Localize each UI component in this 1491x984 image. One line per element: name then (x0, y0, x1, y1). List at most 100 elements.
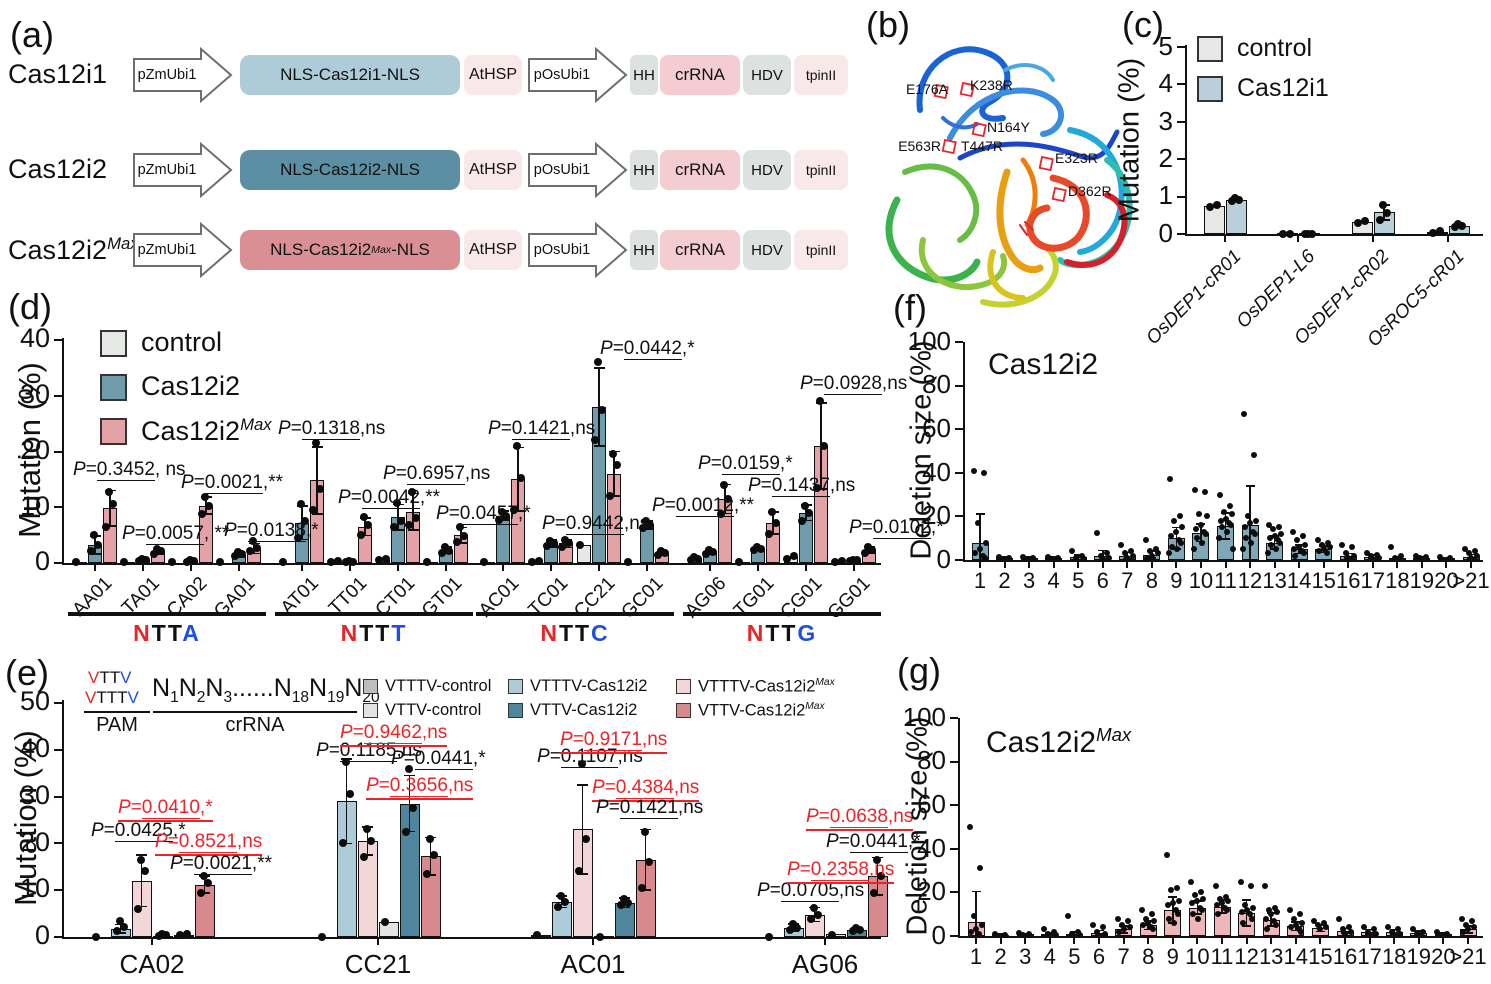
error-cap (872, 894, 883, 896)
data-point (979, 922, 985, 929)
error-cap (996, 933, 1006, 936)
data-point (657, 547, 665, 556)
data-point (1249, 904, 1256, 911)
tpinii-box: tpinII (794, 150, 848, 190)
data-point (1090, 922, 1096, 929)
data-point (861, 548, 869, 557)
data-point (1385, 924, 1392, 931)
tpinii-box: tpinII (794, 230, 848, 270)
data-point (1292, 922, 1299, 929)
data-point (558, 543, 566, 552)
data-point (1103, 550, 1110, 557)
x-tick (1101, 560, 1104, 568)
legend-label: VTTTV-Cas12i2 (530, 677, 648, 695)
x-tick (757, 563, 759, 571)
data-point (1148, 552, 1155, 559)
data-point (1218, 524, 1225, 531)
tpinii-box: tpinII (794, 55, 848, 95)
x-tick-label: 10 (1188, 568, 1214, 593)
data-point (91, 933, 100, 941)
p-value-label: P=0.6957,ns (383, 463, 491, 485)
data-point (279, 558, 287, 567)
data-point (1349, 543, 1356, 550)
y-tick (955, 384, 963, 387)
data-point (1115, 928, 1122, 935)
data-point (1224, 906, 1230, 913)
y-tick (54, 562, 62, 564)
promoter-arrow-shape (133, 141, 233, 199)
data-point (1372, 930, 1379, 937)
crrna-box: crRNA (660, 150, 740, 190)
data-point (613, 461, 621, 470)
data-point (422, 869, 431, 878)
promoter-arrow-shape (133, 221, 233, 279)
x-tick-label: 17 (1357, 944, 1382, 969)
y-tick-label: 40 (922, 456, 951, 487)
data-point (1240, 546, 1247, 553)
data-point (253, 543, 261, 552)
y-tick-label: 0 (1158, 217, 1173, 248)
x-tick-label: 5 (1072, 568, 1085, 593)
data-point (735, 557, 743, 566)
x-tick-label: 4 (1047, 568, 1060, 593)
data-point (709, 547, 717, 556)
x-tick-label: 11 (1214, 568, 1237, 593)
data-point (404, 764, 413, 773)
data-point (809, 903, 818, 912)
promoter-label: pOsUbi1 (533, 67, 591, 83)
x-tick (1003, 560, 1006, 568)
data-point (1343, 550, 1350, 557)
data-point (498, 507, 506, 516)
data-point (705, 546, 713, 555)
x-tick-label: 3 (1022, 568, 1036, 593)
data-point (1416, 554, 1423, 561)
data-point (1201, 489, 1208, 496)
site-label: T447R (961, 138, 1003, 154)
data-point (1195, 915, 1202, 922)
data-point (1264, 550, 1271, 557)
x-tick-label: 9 (1166, 944, 1179, 969)
data-point (640, 827, 649, 836)
data-point (327, 557, 335, 566)
data-point (1248, 539, 1255, 546)
x-tick (1270, 936, 1273, 944)
error-cap (341, 842, 352, 845)
error-cap (512, 510, 524, 512)
y-axis (62, 338, 64, 565)
p-value-label: P=0.3452, ns (73, 459, 186, 481)
data-point (1124, 554, 1131, 561)
data-point (971, 913, 977, 920)
data-point (1241, 902, 1248, 909)
data-point (186, 556, 194, 565)
pam-sequence-vttv: VTTV (88, 668, 132, 687)
x-tick (1175, 560, 1178, 568)
data-point (205, 501, 213, 510)
data-point (838, 557, 846, 566)
data-point (1265, 522, 1272, 529)
data-point (441, 543, 449, 552)
data-point (1437, 553, 1444, 560)
error-cap (359, 534, 371, 537)
data-point (1001, 931, 1008, 938)
data-point (359, 853, 368, 862)
data-point (1308, 230, 1316, 238)
y-tick (54, 842, 62, 845)
site-label: K238R (970, 77, 1013, 93)
data-point (1286, 230, 1294, 238)
data-point (661, 548, 669, 557)
site-label: N164Y (987, 119, 1030, 135)
hh-box: HH (630, 55, 658, 95)
x-tick-label: 13 (1258, 944, 1284, 969)
data-point (619, 894, 628, 903)
y-axis-title: Mutation (%) (1113, 57, 1146, 223)
error-cap (577, 784, 588, 786)
x-tick-label: 8 (1142, 944, 1155, 969)
x-tick (1221, 936, 1223, 944)
data-point (1191, 487, 1198, 494)
data-point (1167, 476, 1174, 483)
data-point (1429, 228, 1437, 237)
error-bar (109, 490, 111, 527)
data-point (1388, 543, 1395, 550)
error-cap (362, 854, 373, 856)
legend-label: VTTV-control (385, 701, 482, 719)
